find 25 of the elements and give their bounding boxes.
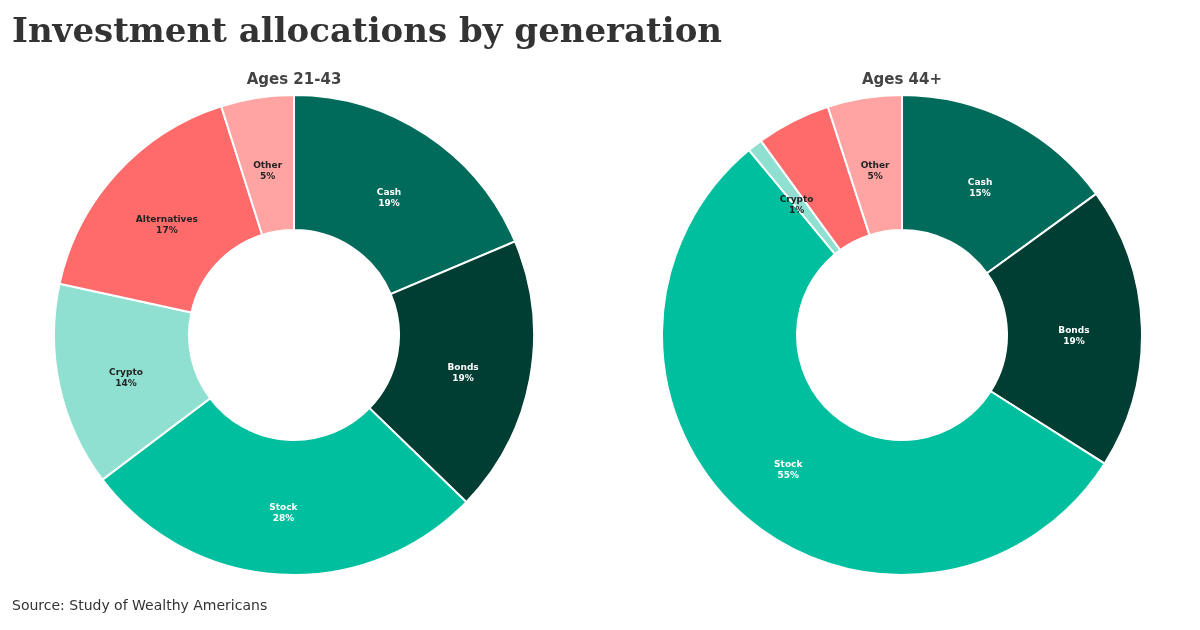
data-label: 19% xyxy=(1063,335,1085,346)
slice-label: Cash xyxy=(967,176,993,187)
slice-label: Other xyxy=(860,160,891,171)
slice-label: Bonds xyxy=(1058,324,1090,335)
chart-title: Investment allocations by generation xyxy=(12,10,723,50)
data-label: 14% xyxy=(115,377,137,388)
slice-label: Stock xyxy=(774,459,804,470)
slice-label: Bonds xyxy=(447,361,479,372)
slice-label: Crypto xyxy=(109,366,143,377)
data-label: 28% xyxy=(272,512,295,523)
source-note: Source: Study of Wealthy Americans xyxy=(12,597,268,613)
data-label: 19% xyxy=(378,197,400,208)
chart-subtitle: Ages 21-43 xyxy=(246,70,342,88)
slice-label: Other xyxy=(253,160,283,171)
slice-label: Cash xyxy=(376,186,402,197)
data-label: 5% xyxy=(259,171,276,182)
data-label: 5% xyxy=(867,171,883,182)
slice-label: Crypto xyxy=(779,194,814,205)
data-label: 55% xyxy=(777,470,800,481)
data-label: 19% xyxy=(452,372,474,383)
slice-label: Stock xyxy=(269,501,299,512)
chart-subtitle: Ages 44+ xyxy=(861,70,943,88)
data-label: 17% xyxy=(156,225,178,236)
data-label: 15% xyxy=(969,187,991,198)
slice-label: Alternatives xyxy=(135,214,198,225)
